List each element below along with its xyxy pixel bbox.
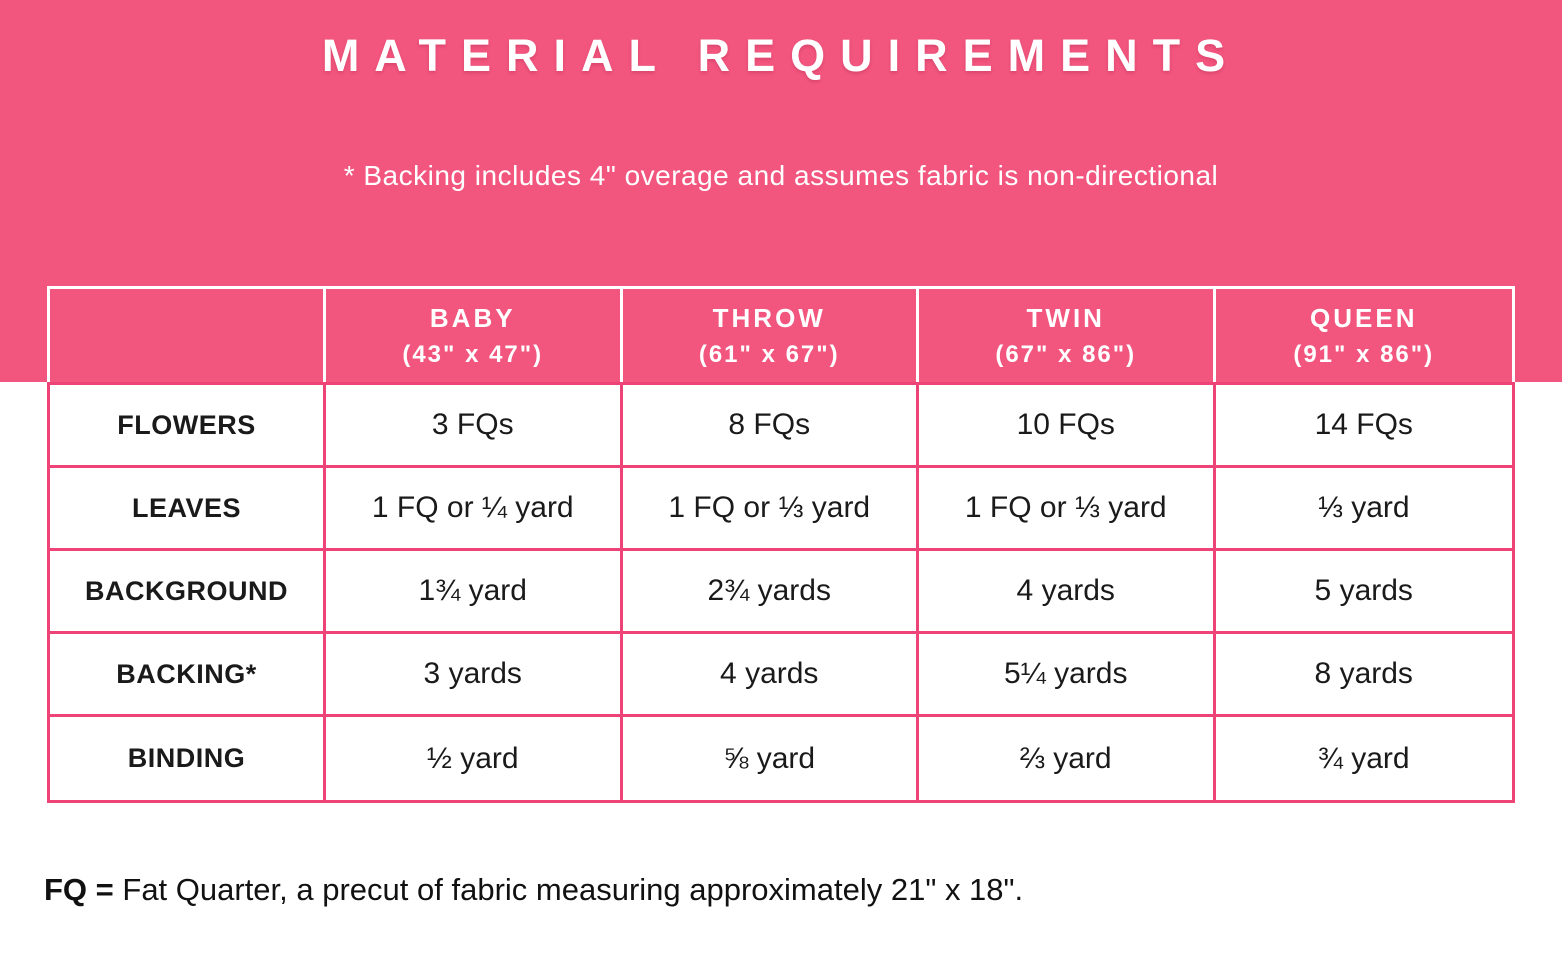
table-row-backing: BACKING* 3 yards 4 yards 5¼ yards 8 yard…	[50, 634, 1512, 717]
row-label: BACKGROUND	[50, 551, 326, 631]
pink-header-band: MATERIAL REQUIREMENTS * Backing includes…	[0, 0, 1562, 382]
cell-backing-twin: 5¼ yards	[919, 634, 1216, 714]
cell-leaves-queen: ⅓ yard	[1317, 491, 1410, 524]
cell-backing-queen: 8 yards	[1314, 657, 1413, 690]
column-size: (91" x 86")	[1293, 340, 1435, 368]
column-name: THROW	[712, 302, 826, 333]
column-size: (61" x 67")	[698, 340, 840, 368]
cell-background-twin: 4 yards	[919, 551, 1216, 631]
cell-flowers-throw: 8 FQs	[623, 385, 919, 465]
cell-flowers-twin: 10 FQs	[919, 385, 1216, 465]
table-header-row: BABY (43" x 47") THROW (61" x 67") TWIN …	[47, 286, 1515, 382]
table-body: FLOWERS 3 FQs 8 FQs 10 FQs 14 FQs LEAVES…	[47, 382, 1515, 803]
cell-flowers-queen: 14 FQs	[1314, 408, 1413, 441]
material-requirements-table: BABY (43" x 47") THROW (61" x 67") TWIN …	[47, 286, 1515, 803]
fq-abbr: FQ =	[44, 872, 114, 907]
fq-definition-note: FQ = Fat Quarter, a precut of fabric mea…	[44, 872, 1023, 908]
cell-binding-twin: ⅔ yard	[919, 717, 1216, 800]
row-label: LEAVES	[50, 468, 326, 548]
cell-leaves-baby: 1 FQ or ¼ yard	[326, 468, 623, 548]
column-header-twin: TWIN (67" x 86")	[919, 289, 1216, 382]
cell-binding-queen: ¾ yard	[1317, 741, 1410, 775]
cell-leaves-twin: 1 FQ or ⅓ yard	[919, 468, 1216, 548]
column-name: QUEEN	[1310, 302, 1418, 333]
column-name: BABY	[429, 302, 516, 333]
cell-binding-throw: ⅝ yard	[623, 717, 919, 800]
row-label: BINDING	[50, 717, 326, 800]
row-label: FLOWERS	[50, 385, 326, 465]
corner-cell	[50, 289, 326, 382]
column-header-queen: QUEEN (91" x 86")	[1216, 289, 1513, 382]
cell-background-baby: 1¾ yard	[326, 551, 623, 631]
row-label: BACKING*	[50, 634, 326, 714]
cell-background-throw: 2¾ yards	[623, 551, 919, 631]
cell-backing-baby: 3 yards	[326, 634, 623, 714]
column-size: (67" x 86")	[995, 340, 1137, 368]
table-row-background: BACKGROUND 1¾ yard 2¾ yards 4 yards 5 ya…	[50, 551, 1512, 634]
column-name: TWIN	[1026, 302, 1105, 333]
fq-definition-text: Fat Quarter, a precut of fabric measurin…	[113, 872, 1024, 907]
cell-background-queen: 5 yards	[1314, 574, 1413, 607]
column-header-throw: THROW (61" x 67")	[623, 289, 919, 382]
cell-binding-baby: ½ yard	[326, 717, 623, 800]
column-size: (43" x 47")	[402, 340, 544, 368]
cell-flowers-baby: 3 FQs	[326, 385, 623, 465]
cell-backing-throw: 4 yards	[623, 634, 919, 714]
page-title: MATERIAL REQUIREMENTS	[321, 30, 1241, 81]
table-row-flowers: FLOWERS 3 FQs 8 FQs 10 FQs 14 FQs	[50, 385, 1512, 468]
table-row-leaves: LEAVES 1 FQ or ¼ yard 1 FQ or ⅓ yard 1 F…	[50, 468, 1512, 551]
table-row-binding: BINDING ½ yard ⅝ yard ⅔ yard ¾ yard	[50, 717, 1512, 800]
cell-leaves-throw: 1 FQ or ⅓ yard	[623, 468, 919, 548]
column-header-baby: BABY (43" x 47")	[326, 289, 623, 382]
backing-overage-note: * Backing includes 4" overage and assume…	[343, 160, 1219, 191]
